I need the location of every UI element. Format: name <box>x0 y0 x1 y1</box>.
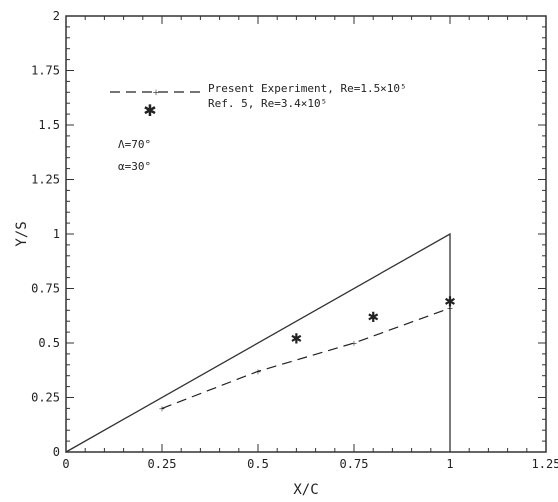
series-line-present <box>161 307 451 409</box>
x-tick-label: 0 <box>62 457 69 471</box>
y-tick-label: 0.5 <box>38 336 60 350</box>
y-axis-label: Y/S <box>14 221 30 246</box>
y-tick-label: 1.5 <box>38 118 60 132</box>
x-tick-label: 1 <box>446 457 453 471</box>
x-axis-label: X/C <box>293 482 318 498</box>
wing-outline-path <box>65 232 451 453</box>
x-tick-label: 1.25 <box>532 457 558 471</box>
marker-present: + <box>447 303 453 315</box>
legend: + Present Experiment, Re=1.5×10⁵ ✱ Ref. … <box>110 82 407 120</box>
x-tick-label: 0.75 <box>340 457 369 471</box>
tick-labels: 0 0.25 0.5 0.75 1 1.25 0 0.25 0.5 0.75 1 1.25 1.5 1.7… <box>31 9 558 471</box>
wing-outline <box>65 232 451 453</box>
x-tick-label: 0.5 <box>247 457 269 471</box>
axis-ticks <box>65 15 547 453</box>
y-tick-label: 0.25 <box>31 391 60 405</box>
y-tick-label: 1 <box>53 227 60 241</box>
marker-present: + <box>159 403 165 415</box>
sweep-angle-annotation: Λ=70° <box>118 138 151 151</box>
legend-label-present: Present Experiment, Re=1.5×10⁵ <box>208 82 407 95</box>
y-tick-label: 1.25 <box>31 173 60 187</box>
y-tick-label: 0.75 <box>31 282 60 296</box>
legend-marker-present: + <box>153 85 160 99</box>
marker-present: + <box>351 338 357 350</box>
marker-ref5: ✱ <box>444 296 456 311</box>
legend-marker-ref5: ✱ <box>143 103 156 120</box>
y-tick-label: 1.75 <box>31 64 60 78</box>
marker-ref5: ✱ <box>367 311 379 326</box>
legend-label-ref5: Ref. 5, Re=3.4×10⁵ <box>208 97 327 110</box>
marker-ref5: ✱ <box>291 333 303 348</box>
marker-present: + <box>255 366 261 378</box>
data-markers: ++++✱✱✱ <box>159 296 456 416</box>
y-tick-label: 0 <box>53 445 60 459</box>
attack-angle-annotation: α=30° <box>118 160 151 173</box>
x-tick-label: 0.25 <box>148 457 177 471</box>
y-tick-label: 2 <box>53 9 60 23</box>
series-lines <box>161 307 451 409</box>
